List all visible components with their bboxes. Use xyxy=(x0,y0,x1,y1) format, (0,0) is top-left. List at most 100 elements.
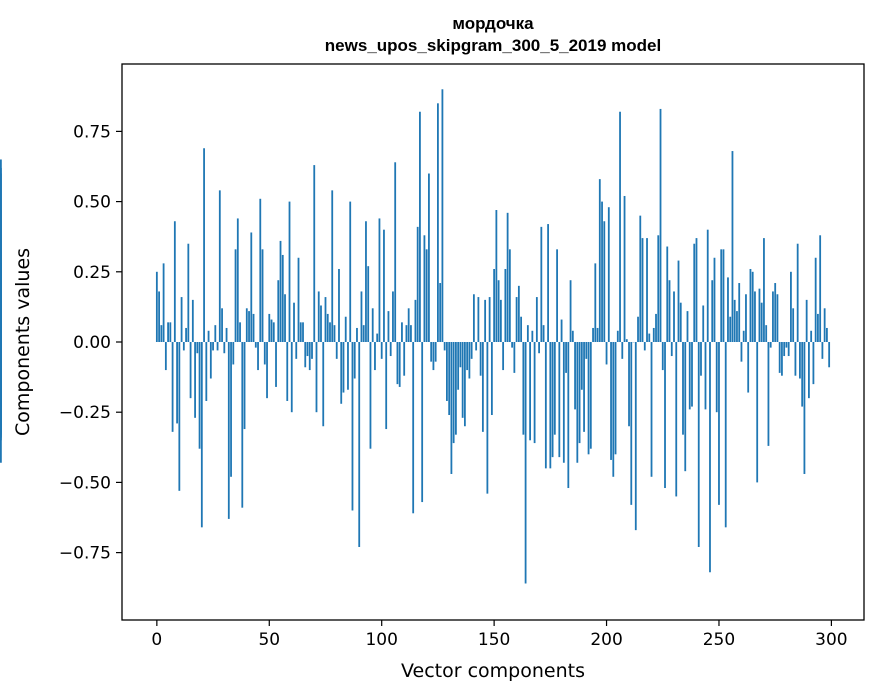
bar xyxy=(200,342,203,528)
bar xyxy=(704,342,707,410)
bar xyxy=(398,342,401,387)
bar xyxy=(740,342,743,362)
bar xyxy=(679,302,682,342)
bar xyxy=(169,322,172,342)
bar xyxy=(203,148,205,342)
bar xyxy=(731,151,734,342)
chart-title: мордочка xyxy=(452,14,534,33)
bar xyxy=(677,260,680,342)
bar xyxy=(700,342,702,376)
bar xyxy=(673,291,675,342)
bar xyxy=(338,268,340,342)
bar xyxy=(414,299,417,342)
bar xyxy=(212,342,214,351)
bar xyxy=(520,316,523,342)
bar xyxy=(394,162,397,342)
bar xyxy=(637,316,639,342)
x-tick-label: 300 xyxy=(815,630,847,650)
bar xyxy=(659,108,662,343)
bar xyxy=(805,299,808,342)
bar xyxy=(176,342,178,424)
bar xyxy=(576,342,579,463)
y-tick-label: 0.50 xyxy=(73,193,111,213)
bar xyxy=(0,283,2,342)
bar xyxy=(376,333,379,342)
bar xyxy=(392,291,394,342)
bar xyxy=(182,342,185,351)
bar xyxy=(434,342,437,362)
bar xyxy=(407,308,410,342)
bar xyxy=(340,342,343,404)
bar xyxy=(286,342,289,401)
bar xyxy=(484,299,487,342)
bar xyxy=(517,285,520,342)
bar xyxy=(565,342,567,373)
bar xyxy=(729,316,732,342)
bar xyxy=(560,319,563,342)
bar xyxy=(778,342,781,373)
bar xyxy=(641,238,644,342)
bar xyxy=(268,313,271,342)
bar xyxy=(410,325,412,342)
bar xyxy=(293,302,295,342)
bar xyxy=(367,266,370,342)
bar xyxy=(787,342,790,357)
bar xyxy=(205,342,208,401)
bar xyxy=(756,342,759,483)
bar xyxy=(598,179,601,342)
bar xyxy=(499,299,502,342)
bar xyxy=(526,325,529,342)
y-tick-label: −0.50 xyxy=(59,473,111,493)
bar xyxy=(178,342,181,491)
bar xyxy=(401,322,403,342)
bar xyxy=(616,330,619,342)
bar xyxy=(794,342,797,376)
bar xyxy=(308,342,311,371)
bar xyxy=(365,221,367,342)
bar xyxy=(580,342,583,390)
bar xyxy=(468,342,471,379)
bar xyxy=(459,342,462,368)
y-tick-label: 0.75 xyxy=(73,122,111,142)
bar xyxy=(718,342,720,505)
bar xyxy=(311,342,313,359)
bar xyxy=(405,325,408,342)
bar xyxy=(302,322,304,342)
bar xyxy=(374,342,376,371)
bar xyxy=(322,342,325,427)
bar xyxy=(185,327,187,342)
bar xyxy=(515,297,518,342)
bar xyxy=(736,311,738,342)
bar xyxy=(751,271,754,342)
bar xyxy=(772,291,774,342)
bar xyxy=(799,342,801,379)
bar xyxy=(790,271,792,342)
bar xyxy=(763,238,765,342)
bar xyxy=(796,243,799,342)
bar xyxy=(441,89,444,343)
bar xyxy=(569,280,572,342)
bar xyxy=(765,325,768,342)
bar xyxy=(634,342,637,531)
bar xyxy=(446,342,448,401)
x-tick-label: 250 xyxy=(703,630,735,650)
bar xyxy=(774,283,777,342)
bar xyxy=(252,313,255,342)
bar xyxy=(362,325,365,342)
bar xyxy=(428,173,430,342)
bar xyxy=(828,342,831,368)
bar xyxy=(164,342,167,371)
bar xyxy=(538,342,540,354)
bar xyxy=(808,342,810,399)
bar xyxy=(194,342,196,418)
bar xyxy=(720,249,723,342)
bar xyxy=(578,342,581,444)
y-tick-label: −0.25 xyxy=(59,403,111,423)
y-tick-label: −0.75 xyxy=(59,544,111,564)
bar xyxy=(272,322,275,342)
bar xyxy=(378,218,381,342)
bar xyxy=(650,342,653,477)
bar xyxy=(697,342,700,547)
bar xyxy=(277,280,280,342)
bar xyxy=(819,235,822,342)
